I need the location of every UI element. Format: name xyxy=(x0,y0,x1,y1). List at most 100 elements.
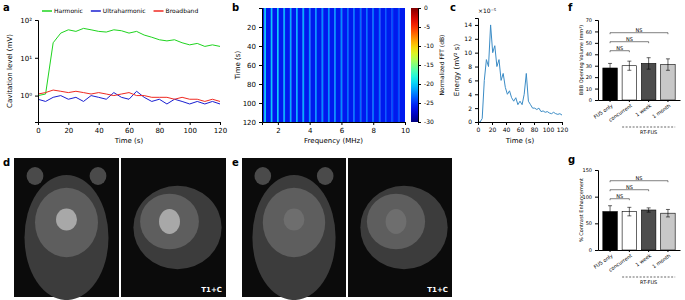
tick-label: concurrent xyxy=(607,252,633,272)
panel: 050100150FUS onlyconcurrent1 week1 month… xyxy=(568,154,681,285)
tick: 30 xyxy=(586,63,598,69)
panel: 24681020406080100120Frequency (MHz)Time … xyxy=(232,2,445,145)
error-bar xyxy=(647,208,651,212)
tick-mark xyxy=(475,67,478,68)
tick: concurrent xyxy=(607,250,633,273)
tick: 0 xyxy=(589,247,598,253)
comparison-bracket xyxy=(610,42,649,44)
plot-area xyxy=(478,25,562,122)
bar xyxy=(622,66,636,100)
tick: 0 xyxy=(468,118,478,125)
significance-label: NS xyxy=(626,36,633,42)
x-axis-title: Frequency (MHz) xyxy=(304,137,363,145)
tick-label: 1 month xyxy=(651,252,672,269)
axis-line xyxy=(599,100,681,101)
tick-label: 120 xyxy=(243,119,256,127)
tick: -15 xyxy=(418,61,434,68)
tick-label: 0 xyxy=(477,126,481,133)
error-bar xyxy=(666,209,670,216)
tick-label: 70 xyxy=(586,17,592,23)
tick-mark xyxy=(68,122,69,125)
error-bar xyxy=(627,207,631,216)
tick-label: 1 week xyxy=(634,252,652,267)
tick: 10² xyxy=(20,17,38,25)
tick-mark xyxy=(548,122,549,125)
tick-mark xyxy=(373,122,374,125)
panel-letter: b xyxy=(232,2,239,13)
tick-mark xyxy=(520,122,521,125)
error-bar xyxy=(627,61,631,70)
heatmap-cell xyxy=(336,8,341,122)
tick-label: 0 xyxy=(589,247,592,253)
panel: 02040608010012002468101214Time (s)Energy… xyxy=(450,2,568,145)
colorbar xyxy=(411,8,418,122)
axis-line xyxy=(595,21,599,101)
series-line xyxy=(38,28,220,95)
tick-mark xyxy=(475,53,478,54)
heatmap-cell xyxy=(342,8,347,122)
legend-swatch xyxy=(42,10,52,12)
tick-label: 8 xyxy=(468,63,472,70)
tick: 40 xyxy=(95,122,104,135)
bar xyxy=(603,68,617,100)
y-axis-title: Energy (mV² s) xyxy=(453,43,461,96)
tick-label: 100 xyxy=(183,127,196,135)
tick: 60 xyxy=(517,122,525,133)
tick-label: 6 xyxy=(340,127,345,135)
y-axis: 010203040506070 xyxy=(586,17,599,103)
panel-letter: d xyxy=(3,157,10,168)
y-axis-title: BBB Opening Volume (mm³) xyxy=(578,25,585,95)
tick: 2 xyxy=(276,122,280,135)
tick: 60 xyxy=(247,62,262,70)
axis-line xyxy=(419,9,422,123)
tick-label: 2 xyxy=(468,105,472,112)
x-axis-title: Time (s) xyxy=(114,137,144,145)
tick-label: 60 xyxy=(125,127,134,135)
panel-letter: e xyxy=(232,157,239,168)
tick-label: 100 xyxy=(243,100,256,108)
annotation: ×10⁻⁵ xyxy=(478,7,497,14)
tick-mark xyxy=(259,65,262,66)
tick: 80 xyxy=(155,122,164,135)
tick-mark xyxy=(595,197,598,198)
plot-area xyxy=(603,206,675,250)
error-bar xyxy=(608,63,612,72)
series-line xyxy=(38,90,220,101)
heatmap-cell xyxy=(272,8,277,122)
tick-mark xyxy=(595,250,598,251)
tick: 0 xyxy=(36,122,40,135)
tick-label: 60 xyxy=(247,62,256,70)
axis-line xyxy=(599,250,681,251)
heatmap-cell xyxy=(399,8,405,122)
tick-mark xyxy=(475,39,478,40)
tick: 80 xyxy=(531,122,539,133)
comparison-bracket xyxy=(610,181,668,183)
significance-label: NS xyxy=(636,27,643,33)
heatmap-cell xyxy=(374,8,379,122)
axis-line xyxy=(475,19,479,123)
tick: 10 xyxy=(464,49,478,56)
tick-label: -5 xyxy=(424,23,430,30)
tick: 4 xyxy=(468,91,478,98)
tick-label: -15 xyxy=(424,61,434,68)
tick-label: 100 xyxy=(543,126,555,133)
heatmap-cell xyxy=(380,8,385,122)
tick-mark xyxy=(220,122,221,125)
tick: -25 xyxy=(418,99,434,106)
tick: 50 xyxy=(586,220,598,226)
tick-label: 10 xyxy=(586,86,592,92)
figure: 02040608010012010⁰10¹10²Time (s)Cavitati… xyxy=(0,0,685,300)
tick-label: 80 xyxy=(247,81,256,89)
mri-image xyxy=(14,158,119,300)
tick-label: 40 xyxy=(95,127,104,135)
tick-mark xyxy=(190,122,191,125)
heatmap-cell xyxy=(393,8,398,122)
comparison-bracket xyxy=(610,199,629,201)
tick-mark xyxy=(418,122,421,123)
tick-label: 80 xyxy=(155,127,164,135)
tick: 20 xyxy=(247,24,262,32)
tick: concurrent xyxy=(607,100,633,123)
tick-mark xyxy=(418,27,421,28)
tick-label: 12 xyxy=(464,35,472,42)
tick-label: 1 week xyxy=(634,102,652,117)
